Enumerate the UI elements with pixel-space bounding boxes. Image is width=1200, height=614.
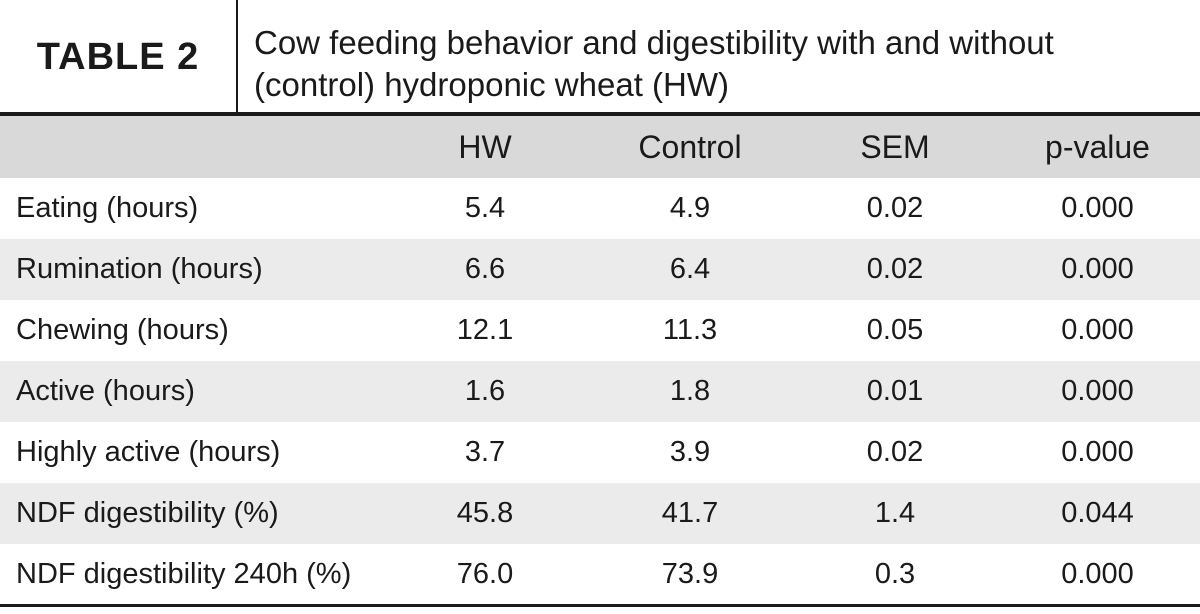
data-table: HW Control SEM p-value Eating (hours) 5.… bbox=[0, 116, 1200, 605]
cell-hw: 76.0 bbox=[456, 558, 514, 590]
row-label: Highly active (hours) bbox=[16, 436, 281, 468]
cell-control: 73.9 bbox=[661, 558, 719, 590]
cell-hw: 12.1 bbox=[456, 314, 514, 346]
title-row: TABLE 2 Cow feeding behavior and digesti… bbox=[0, 0, 1200, 112]
cell-sem: 0.05 bbox=[866, 314, 924, 346]
table-row: Highly active (hours) 3.7 3.9 0.02 0.000 bbox=[0, 422, 1200, 483]
header-row: HW Control SEM p-value bbox=[0, 116, 1200, 178]
table-row: NDF digestibility (%) 45.8 41.7 1.4 0.04… bbox=[0, 483, 1200, 544]
header-cell-sem: SEM bbox=[860, 128, 930, 165]
cell-p-value: 0.000 bbox=[1061, 436, 1134, 468]
cell-p-value: 0.000 bbox=[1061, 253, 1134, 285]
caption-line-1: Cow feeding behavior and digestibility w… bbox=[254, 24, 1054, 61]
cell-hw: 1.6 bbox=[464, 375, 506, 407]
table-caption: Cow feeding behavior and digestibility w… bbox=[238, 0, 1200, 112]
row-label: NDF digestibility 240h (%) bbox=[16, 558, 352, 590]
cell-hw: 5.4 bbox=[464, 192, 506, 224]
cell-control: 41.7 bbox=[661, 497, 719, 529]
table-row: Active (hours) 1.6 1.8 0.01 0.000 bbox=[0, 361, 1200, 422]
table-number: TABLE 2 bbox=[0, 0, 238, 112]
header-cell-hw: HW bbox=[458, 128, 512, 165]
cell-hw: 6.6 bbox=[464, 253, 506, 285]
bottom-rule bbox=[0, 604, 1200, 607]
cell-p-value: 0.000 bbox=[1061, 192, 1134, 224]
header-cell-control: Control bbox=[638, 128, 742, 165]
row-label: NDF digestibility (%) bbox=[16, 497, 279, 529]
table-row: NDF digestibility 240h (%) 76.0 73.9 0.3… bbox=[0, 544, 1200, 605]
row-label: Rumination (hours) bbox=[16, 253, 263, 285]
table-row: Eating (hours) 5.4 4.9 0.02 0.000 bbox=[0, 178, 1200, 239]
cell-control: 6.4 bbox=[669, 253, 711, 285]
cell-control: 3.9 bbox=[669, 436, 711, 468]
table-row: Chewing (hours) 12.1 11.3 0.05 0.000 bbox=[0, 300, 1200, 361]
cell-sem: 0.02 bbox=[866, 253, 924, 285]
caption-line-2: (control) hydroponic wheat (HW) bbox=[254, 66, 729, 103]
cell-p-value: 0.000 bbox=[1061, 558, 1134, 590]
header-cell-p-value: p-value bbox=[1045, 128, 1150, 165]
table-row: Rumination (hours) 6.6 6.4 0.02 0.000 bbox=[0, 239, 1200, 300]
cell-hw: 45.8 bbox=[456, 497, 514, 529]
cell-p-value: 0.000 bbox=[1061, 375, 1134, 407]
top-rule bbox=[0, 112, 1200, 116]
row-label: Active (hours) bbox=[16, 375, 195, 407]
cell-control: 11.3 bbox=[662, 314, 718, 346]
cell-sem: 0.3 bbox=[874, 558, 916, 590]
cell-control: 4.9 bbox=[669, 192, 711, 224]
header-cell-label bbox=[0, 116, 385, 178]
cell-sem: 0.02 bbox=[866, 436, 924, 468]
cell-sem: 1.4 bbox=[874, 497, 916, 529]
cell-sem: 0.02 bbox=[866, 192, 924, 224]
cell-hw: 3.7 bbox=[464, 436, 506, 468]
cell-sem: 0.01 bbox=[866, 375, 924, 407]
row-label: Chewing (hours) bbox=[16, 314, 229, 346]
row-label: Eating (hours) bbox=[16, 192, 199, 224]
cell-p-value: 0.044 bbox=[1061, 497, 1134, 529]
cell-p-value: 0.000 bbox=[1061, 314, 1134, 346]
cell-control: 1.8 bbox=[669, 375, 711, 407]
